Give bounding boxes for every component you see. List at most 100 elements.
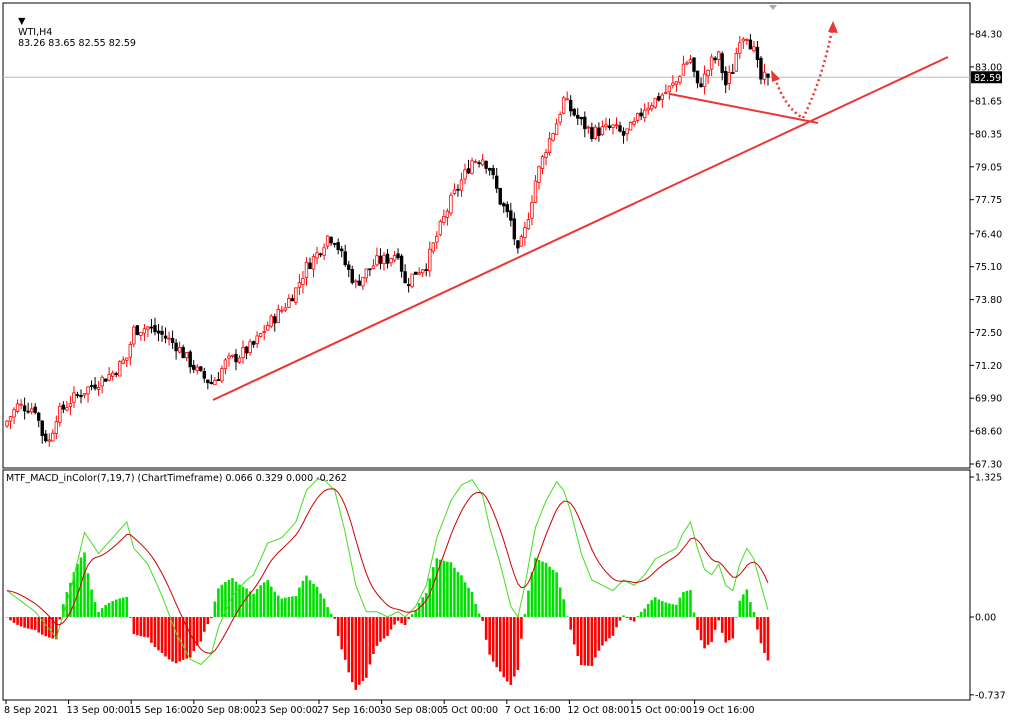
macd-histogram-bar: [199, 617, 203, 642]
current-price-badge: [971, 71, 1002, 84]
candle-body: [209, 382, 214, 385]
macd-histogram-bar: [682, 591, 685, 617]
candle-body: [406, 284, 411, 286]
macd-histogram-bar: [446, 561, 449, 617]
macd-histogram-bar: [646, 603, 650, 617]
time-tick-label: 30 Sep 08:00: [380, 705, 443, 716]
candle-body: [442, 216, 446, 223]
candle-body: [368, 268, 372, 271]
macd-histogram-bar: [513, 617, 516, 677]
macd-histogram-bar: [622, 615, 625, 617]
candle-body: [614, 124, 619, 127]
macd-histogram-bar: [202, 617, 206, 632]
candle-body: [505, 204, 509, 213]
candle-body: [89, 385, 94, 388]
candle-body: [540, 156, 545, 170]
macd-histogram-bar: [97, 611, 100, 617]
candle-body: [713, 57, 717, 61]
time-tick-label: 23 Sep 00:00: [254, 705, 317, 716]
time-tick-label: 7 Oct 16:00: [505, 705, 561, 716]
macd-histogram-bar: [153, 617, 157, 648]
macd-histogram-bar: [435, 558, 439, 617]
macd-histogram-bar: [576, 617, 580, 656]
macd-panel-frame: [2, 469, 971, 701]
candle-body: [716, 51, 721, 60]
macd-histogram-bar: [83, 552, 86, 617]
price-panel-frame: [2, 2, 971, 469]
candle-body: [586, 126, 591, 129]
candle-body: [135, 325, 140, 336]
price-tick-label: 79.05: [975, 162, 1002, 173]
macd-histogram-bar: [498, 617, 502, 672]
macd-histogram-bar: [301, 580, 305, 617]
macd-histogram-bar: [259, 585, 262, 617]
candle-body: [389, 258, 393, 264]
price-tick-label: 67.30: [975, 460, 1002, 471]
macd-histogram-bar: [23, 617, 26, 628]
macd-histogram-bar: [291, 596, 294, 617]
candle-body: [491, 168, 495, 176]
macd-histogram-bar: [164, 617, 167, 657]
macd-histogram-bar: [611, 617, 615, 636]
candle-body: [523, 227, 527, 238]
macd-histogram-bar: [33, 617, 37, 630]
macd-histogram-bar: [675, 604, 678, 617]
price-tick-label: 80.35: [975, 129, 1002, 140]
macd-histogram-layer: [5, 552, 770, 690]
candle-body: [664, 92, 668, 94]
candle-body: [237, 357, 242, 363]
macd-histogram-bar: [224, 581, 227, 617]
macd-histogram-bar: [657, 599, 661, 617]
rally-arrowhead: [828, 21, 838, 33]
candle-body: [720, 53, 724, 73]
candle-body: [72, 392, 76, 403]
macd-histogram-bar: [358, 617, 361, 685]
candle-body: [280, 309, 284, 312]
macd-histogram-bar: [40, 617, 44, 635]
macd-histogram-bar: [319, 593, 322, 617]
candle-body: [19, 403, 23, 406]
macd-histogram-bar: [460, 575, 463, 617]
macd-histogram-bar: [604, 617, 608, 642]
macd-histogram-bar: [467, 587, 470, 617]
time-tick-label: 5 Oct 00:00: [442, 705, 498, 716]
macd-histogram-bar: [583, 617, 587, 666]
candle-body: [741, 38, 746, 42]
candle-body: [660, 94, 665, 100]
candle-body: [110, 372, 115, 377]
macd-histogram-bar: [206, 617, 210, 625]
scroll-marker-icon: [769, 5, 777, 10]
candle-body: [456, 188, 460, 191]
candle-body: [410, 273, 414, 288]
macd-histogram-bar: [269, 586, 273, 617]
candle-body: [561, 97, 566, 114]
macd-histogram-bar: [93, 602, 97, 617]
dropdown-triangle-icon[interactable]: ▼: [18, 16, 26, 27]
candle-body: [174, 342, 178, 352]
candle-body: [227, 355, 231, 359]
macd-histogram-bar: [245, 588, 248, 617]
candle-body: [604, 124, 608, 128]
candle-body: [392, 255, 397, 261]
candle-body: [463, 169, 467, 180]
candle-body: [184, 352, 189, 359]
macd-histogram-bar: [703, 617, 706, 649]
candle-body: [230, 354, 235, 357]
candle-body: [487, 167, 492, 171]
candle-body: [357, 280, 362, 286]
macd-histogram-bar: [629, 617, 632, 620]
macd-histogram-bar: [181, 617, 185, 660]
time-tick-label: 20 Sep 08:00: [192, 705, 255, 716]
macd-histogram-bar: [449, 562, 453, 617]
macd-histogram-bar: [125, 596, 129, 617]
macd-histogram-bar: [569, 617, 573, 630]
candle-body: [37, 412, 41, 421]
candle-body: [262, 331, 266, 333]
candle-body: [502, 203, 506, 207]
macd-histogram-bar: [706, 617, 710, 645]
candle-body: [223, 359, 228, 370]
macd-histogram-bar: [678, 597, 682, 617]
macd-histogram-bar: [150, 617, 153, 643]
